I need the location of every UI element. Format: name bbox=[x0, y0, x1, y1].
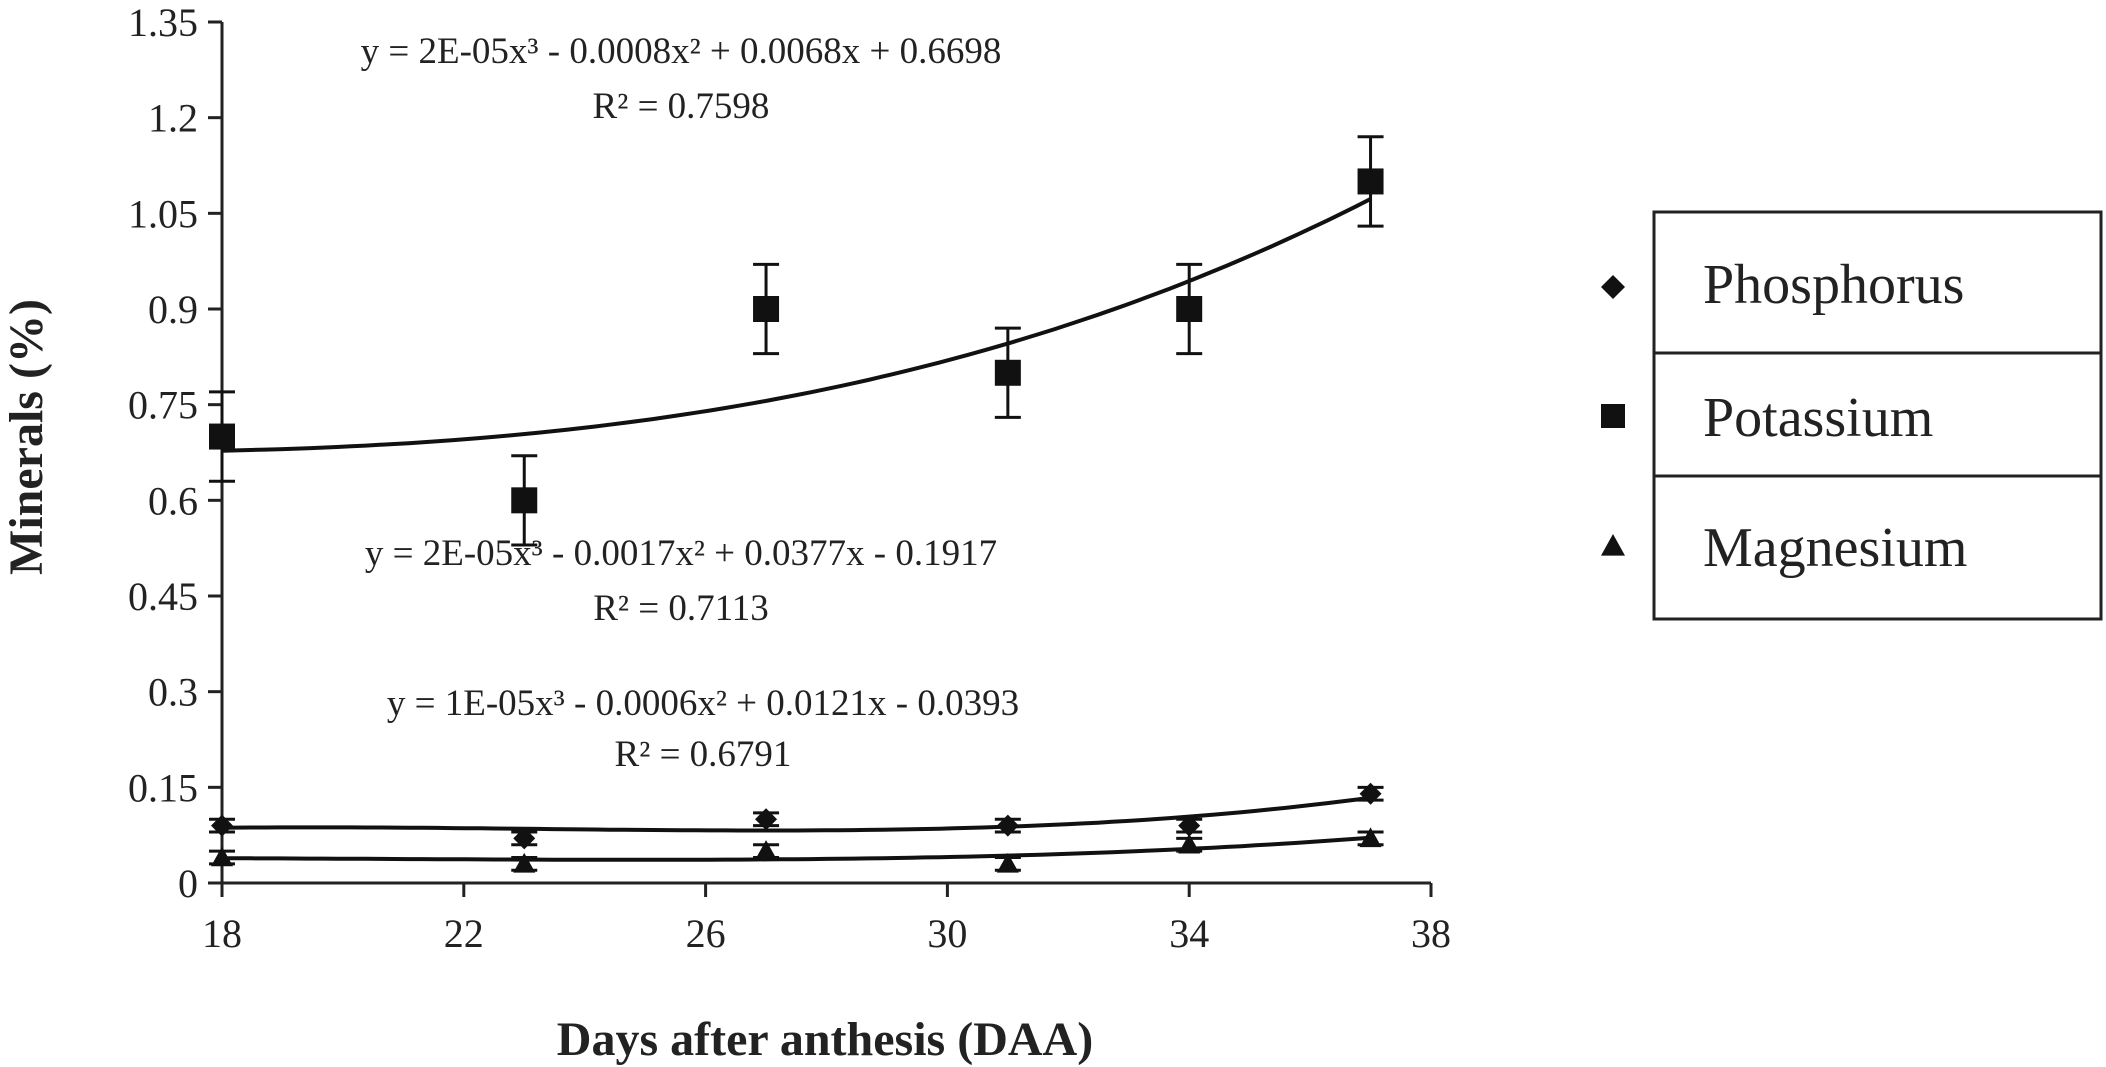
x-tick-label: 34 bbox=[1169, 911, 1209, 956]
series-potassium bbox=[209, 135, 1384, 547]
trendline-equations: y = 2E-05x³ - 0.0008x² + 0.0068x + 0.669… bbox=[361, 31, 1020, 775]
legend-label-potassium: Potassium bbox=[1703, 387, 1933, 449]
magnesium-point bbox=[1359, 827, 1382, 848]
x-tick-label: 38 bbox=[1411, 911, 1451, 956]
x-ticks: 18 22 26 30 34 38 bbox=[202, 883, 1451, 956]
y-tick-label: 0 bbox=[178, 861, 198, 906]
phosphorus-point bbox=[513, 827, 536, 850]
magnesium-point bbox=[1178, 833, 1201, 854]
legend-box-magnesium bbox=[1652, 474, 2103, 621]
series-layer bbox=[209, 135, 1384, 873]
legend-label-phosphorus: Phosphorus bbox=[1703, 254, 1964, 316]
y-tick-label: 0.6 bbox=[148, 478, 198, 523]
potassium-trendline bbox=[221, 197, 1372, 453]
x-tick-label: 22 bbox=[444, 911, 484, 956]
phosphorus-point bbox=[996, 814, 1019, 837]
legend-marker-magnesium bbox=[1601, 534, 1625, 556]
magnesium-trendline-r2: R² = 0.7113 bbox=[593, 588, 769, 629]
y-tick-label: 0.45 bbox=[128, 574, 198, 619]
trendlines bbox=[221, 197, 1372, 862]
y-ticks: 0 0.15 0.3 0.45 0.6 0.75 0.9 1.05 1.2 1.35 bbox=[128, 0, 222, 906]
potassium-trendline-equation: y = 2E-05x³ - 0.0008x² + 0.0068x + 0.669… bbox=[361, 31, 1002, 72]
potassium-point bbox=[994, 359, 1021, 386]
series-magnesium bbox=[209, 827, 1384, 873]
phosphorus-point bbox=[1359, 782, 1382, 805]
y-tick-label: 1.2 bbox=[148, 96, 198, 141]
potassium-trendline-r2: R² = 0.7598 bbox=[593, 86, 770, 127]
y-tick-label: 0.9 bbox=[148, 287, 198, 332]
legend-marker-phosphorus bbox=[1601, 275, 1625, 299]
magnesium-point bbox=[513, 852, 536, 873]
potassium-point bbox=[1357, 168, 1384, 195]
x-axis-title: Days after anthesis (DAA) bbox=[557, 1013, 1093, 1066]
x-tick-label: 26 bbox=[686, 911, 726, 956]
magnesium-point bbox=[211, 846, 233, 867]
potassium-point bbox=[1176, 296, 1203, 322]
y-tick-label: 1.35 bbox=[128, 0, 198, 45]
y-axis-title: Minerals (%) bbox=[0, 299, 53, 575]
phosphorus-trendline-equation: y = 1E-05x³ - 0.0006x² + 0.0121x - 0.039… bbox=[387, 683, 1019, 724]
phosphorus-trendline bbox=[221, 795, 1371, 833]
legend-marker-shape bbox=[1601, 534, 1625, 556]
magnesium-point bbox=[755, 840, 778, 860]
magnesium-trendline bbox=[221, 835, 1371, 862]
potassium-point bbox=[753, 296, 780, 322]
potassium-point bbox=[209, 423, 235, 450]
series-phosphorus bbox=[209, 782, 1384, 850]
y-tick-label: 0.15 bbox=[128, 765, 198, 810]
y-tick-label: 1.05 bbox=[128, 191, 198, 236]
potassium-point bbox=[511, 487, 538, 514]
x-tick-label: 30 bbox=[927, 911, 967, 956]
phosphorus-point bbox=[1178, 814, 1201, 837]
y-tick-label: 0.3 bbox=[148, 670, 198, 715]
magnesium-trendline-equation: y = 2E-05x³ - 0.0017x² + 0.0377x - 0.191… bbox=[365, 533, 997, 574]
axes: 18 22 26 30 34 38 0 0.15 0.3 0.45 0.6 0.75 0.9 1.05 1… bbox=[128, 0, 1451, 956]
x-tick-label: 18 bbox=[202, 911, 242, 956]
legend-marker-shape bbox=[1601, 404, 1625, 428]
y-tick-label: 0.75 bbox=[128, 383, 198, 428]
phosphorus-point bbox=[211, 814, 233, 837]
phosphorus-trendline-r2: R² = 0.6791 bbox=[615, 734, 792, 775]
phosphorus-point bbox=[755, 808, 778, 831]
legend: Phosphorus Potassium Magnesium bbox=[1601, 210, 2103, 621]
magnesium-point bbox=[996, 852, 1019, 873]
legend-marker-shape bbox=[1601, 275, 1625, 299]
legend-label-magnesium: Magnesium bbox=[1703, 517, 1967, 579]
legend-marker-potassium bbox=[1601, 404, 1625, 428]
